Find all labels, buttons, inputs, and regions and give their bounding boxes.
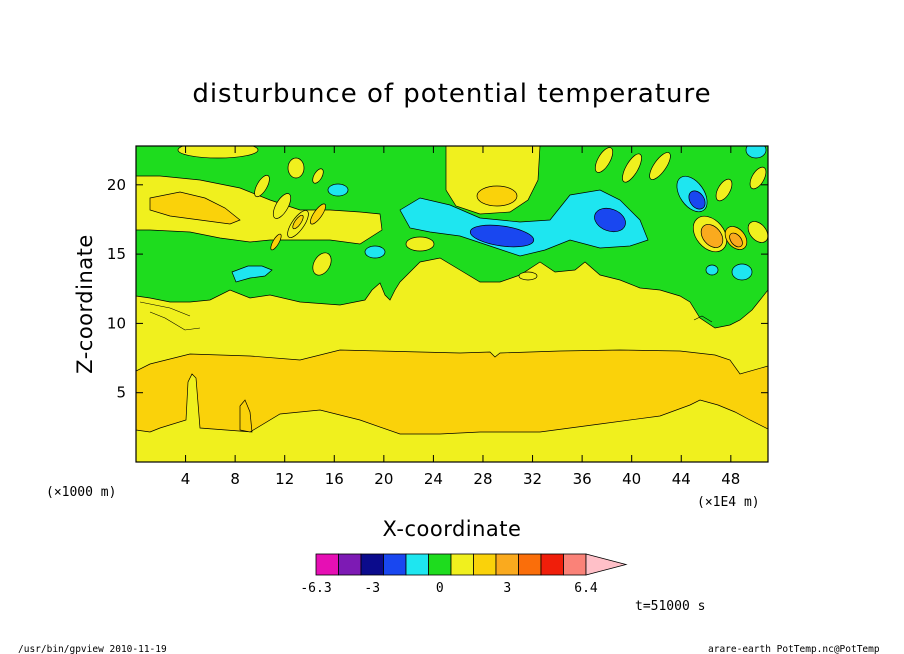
x-tick-label: 4 xyxy=(181,470,191,488)
time-label: t=51000 s xyxy=(635,599,705,614)
colorbar-tick-label: 0 xyxy=(436,581,444,596)
x-tick-label: 28 xyxy=(473,470,492,488)
colorbar-labels: -6.3 -3 0 3 6.4 xyxy=(300,581,598,596)
colorbar-cell xyxy=(450,553,474,576)
y-ticks: 5 10 15 20 xyxy=(107,176,768,402)
wave-train-left xyxy=(177,146,332,276)
colorbar-tick-label: 6.4 xyxy=(574,581,598,596)
colorbar-tick-label: -6.3 xyxy=(300,581,331,596)
x-tick-label: 8 xyxy=(230,470,240,488)
warm-lens-inner xyxy=(149,191,241,225)
x-tick-label: 48 xyxy=(721,470,740,488)
x-tick-label: 40 xyxy=(622,470,641,488)
colorbar-extension xyxy=(585,553,628,576)
x-tick-label: 44 xyxy=(672,470,691,488)
x-tick-label: 24 xyxy=(424,470,443,488)
colorbar-cell xyxy=(563,553,587,576)
colorbar-cell xyxy=(495,553,519,576)
footer-right: arare-earth_PotTemp.nc@PotTemp xyxy=(708,644,880,654)
x-tick-label: 12 xyxy=(275,470,294,488)
wave-train-right xyxy=(594,146,768,281)
y-tick-label: 10 xyxy=(107,314,126,332)
x-tick-label: 20 xyxy=(374,470,393,488)
colorbar-cell xyxy=(383,553,407,576)
colorbar-tick-label: -3 xyxy=(364,581,380,596)
warm-band-low xyxy=(136,349,768,435)
colorbar xyxy=(315,553,628,576)
colorbar-cell xyxy=(518,553,542,576)
cold-band xyxy=(399,189,649,257)
colorbar-cell xyxy=(405,553,429,576)
x-axis-label: X-coordinate xyxy=(383,517,522,541)
x-tick-label: 32 xyxy=(523,470,542,488)
x-unit-left: (×1000 m) xyxy=(46,485,116,500)
x-tick-label: 36 xyxy=(573,470,592,488)
colorbar-cell xyxy=(428,553,452,576)
y-tick-label: 15 xyxy=(107,245,126,263)
chart-title: disturbunce of potential temperature xyxy=(192,79,711,109)
x-tick-label: 16 xyxy=(325,470,344,488)
x-ticks: 4 8 12 16 20 24 28 32 36 40 44 48 xyxy=(181,146,740,488)
y-tick-label: 20 xyxy=(107,176,126,194)
x-unit-right: (×1E4 m) xyxy=(697,495,760,510)
y-tick-label: 5 xyxy=(116,384,126,402)
colorbar-cell xyxy=(315,553,339,576)
plot-frame xyxy=(135,145,769,463)
colorbar-cell xyxy=(473,553,497,576)
footer-left: /usr/bin/gpview 2010-11-19 xyxy=(18,644,167,654)
colorbar-cell xyxy=(360,553,384,576)
y-axis-label: Z-coordinate xyxy=(73,234,97,374)
colorbar-tick-label: 3 xyxy=(503,581,511,596)
contour-field xyxy=(136,146,768,462)
warm-lens-upper-left xyxy=(136,175,383,245)
cool-layer-upper xyxy=(136,146,768,329)
colorbar-cell xyxy=(338,553,362,576)
colorbar-cell xyxy=(540,553,564,576)
